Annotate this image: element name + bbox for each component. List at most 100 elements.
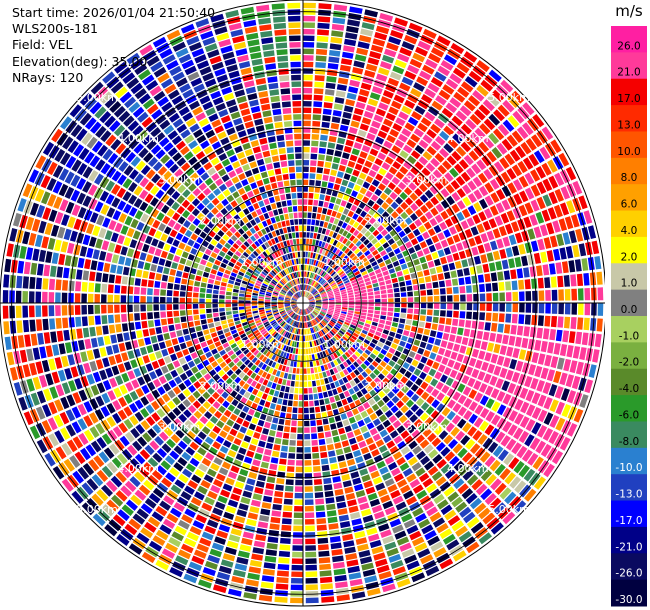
ppi-cell xyxy=(179,226,187,235)
ppi-cell xyxy=(263,332,269,338)
ppi-cell xyxy=(170,353,178,362)
ppi-cell xyxy=(15,305,22,318)
ppi-cell xyxy=(293,306,298,311)
ppi-cell xyxy=(455,372,464,382)
ppi-cell xyxy=(336,171,344,178)
ppi-cell xyxy=(218,250,226,258)
ppi-cell xyxy=(450,326,458,334)
ppi-cell xyxy=(304,407,309,414)
ppi-cell xyxy=(461,375,470,385)
ppi-cell xyxy=(335,304,342,307)
ppi-cell xyxy=(192,188,202,197)
ppi-cell xyxy=(311,354,315,360)
ppi-cell xyxy=(32,248,40,261)
ppi-cell xyxy=(254,317,261,322)
ppi-cell xyxy=(100,163,111,175)
ppi-cell xyxy=(435,442,446,452)
ppi-cell xyxy=(230,465,240,474)
ppi-cell xyxy=(298,348,301,355)
ppi-cell xyxy=(240,286,246,291)
ppi-cell xyxy=(215,473,226,482)
ppi-cell xyxy=(144,181,155,192)
ppi-cell xyxy=(286,360,291,366)
ppi-cell xyxy=(166,60,179,71)
ppi-cell xyxy=(388,553,402,563)
ppi-cell xyxy=(346,374,353,381)
ppi-cell xyxy=(170,369,179,378)
ppi-cell xyxy=(105,480,118,493)
ppi-cell xyxy=(466,516,480,529)
ppi-cell xyxy=(274,596,288,603)
ppi-cell xyxy=(328,376,334,383)
ppi-cell xyxy=(349,276,356,282)
ppi-cell xyxy=(272,369,278,376)
ppi-cell xyxy=(346,92,357,100)
ppi-cell xyxy=(318,314,324,319)
ppi-cell xyxy=(157,166,168,176)
ppi-cell xyxy=(42,305,48,317)
ppi-cell xyxy=(305,291,308,297)
ppi-cell xyxy=(78,432,89,446)
ppi-cell xyxy=(357,419,365,428)
ppi-cell xyxy=(222,189,231,197)
ppi-cell xyxy=(60,241,69,253)
ppi-cell xyxy=(432,454,443,464)
ppi-cell xyxy=(499,487,512,500)
ppi-cell xyxy=(322,299,328,301)
ppi-cell xyxy=(240,315,246,320)
ppi-cell xyxy=(199,537,212,547)
ppi-cell xyxy=(108,324,116,334)
ppi-cell xyxy=(388,415,398,424)
ppi-cell xyxy=(523,216,532,228)
ppi-cell xyxy=(425,238,434,246)
ppi-cell xyxy=(354,294,361,297)
ppi-cell xyxy=(309,301,315,303)
ppi-cell xyxy=(138,93,151,105)
ppi-cell xyxy=(215,275,222,281)
ppi-cell xyxy=(384,233,392,241)
ppi-cell xyxy=(422,247,430,255)
ppi-cell xyxy=(445,318,452,325)
ppi-cell xyxy=(243,208,250,216)
ppi-cell xyxy=(449,473,461,484)
ppi-cell xyxy=(285,307,291,310)
ppi-cell xyxy=(406,314,413,320)
ppi-cell xyxy=(36,390,46,404)
ppi-cell xyxy=(373,368,381,376)
ppi-cell xyxy=(320,263,325,269)
ppi-cell xyxy=(182,328,189,335)
ppi-cell xyxy=(291,320,295,326)
ppi-cell xyxy=(309,400,314,407)
ppi-cell xyxy=(410,403,419,413)
ppi-cell xyxy=(203,373,212,381)
ppi-cell xyxy=(299,375,303,381)
ppi-cell xyxy=(238,342,245,349)
ppi-cell xyxy=(476,84,489,97)
ppi-cell xyxy=(433,295,440,302)
ppi-cell xyxy=(259,291,265,295)
ppi-cell xyxy=(158,223,166,232)
ppi-cell xyxy=(314,308,320,312)
ppi-cell xyxy=(430,47,445,58)
ppi-cell xyxy=(394,303,401,308)
ppi-cell xyxy=(410,252,418,260)
ppi-cell xyxy=(355,135,365,144)
ppi-cell xyxy=(124,431,135,443)
ppi-cell xyxy=(240,283,247,288)
ppi-cell xyxy=(425,58,438,69)
ppi-cell xyxy=(262,379,269,386)
ppi-cell xyxy=(297,355,301,361)
ppi-cell xyxy=(561,261,569,274)
ppi-cell xyxy=(334,574,347,582)
ppi-cell xyxy=(271,331,277,337)
ppi-cell xyxy=(170,484,182,495)
ppi-cell xyxy=(287,373,292,380)
ppi-cell xyxy=(283,359,288,366)
ppi-cell xyxy=(158,341,166,350)
ppi-cell xyxy=(259,385,266,392)
ppi-cell xyxy=(39,346,47,359)
ppi-cell xyxy=(385,279,392,285)
ppi-cell xyxy=(418,518,431,529)
ppi-cell xyxy=(238,187,246,196)
ppi-cell xyxy=(372,282,379,288)
